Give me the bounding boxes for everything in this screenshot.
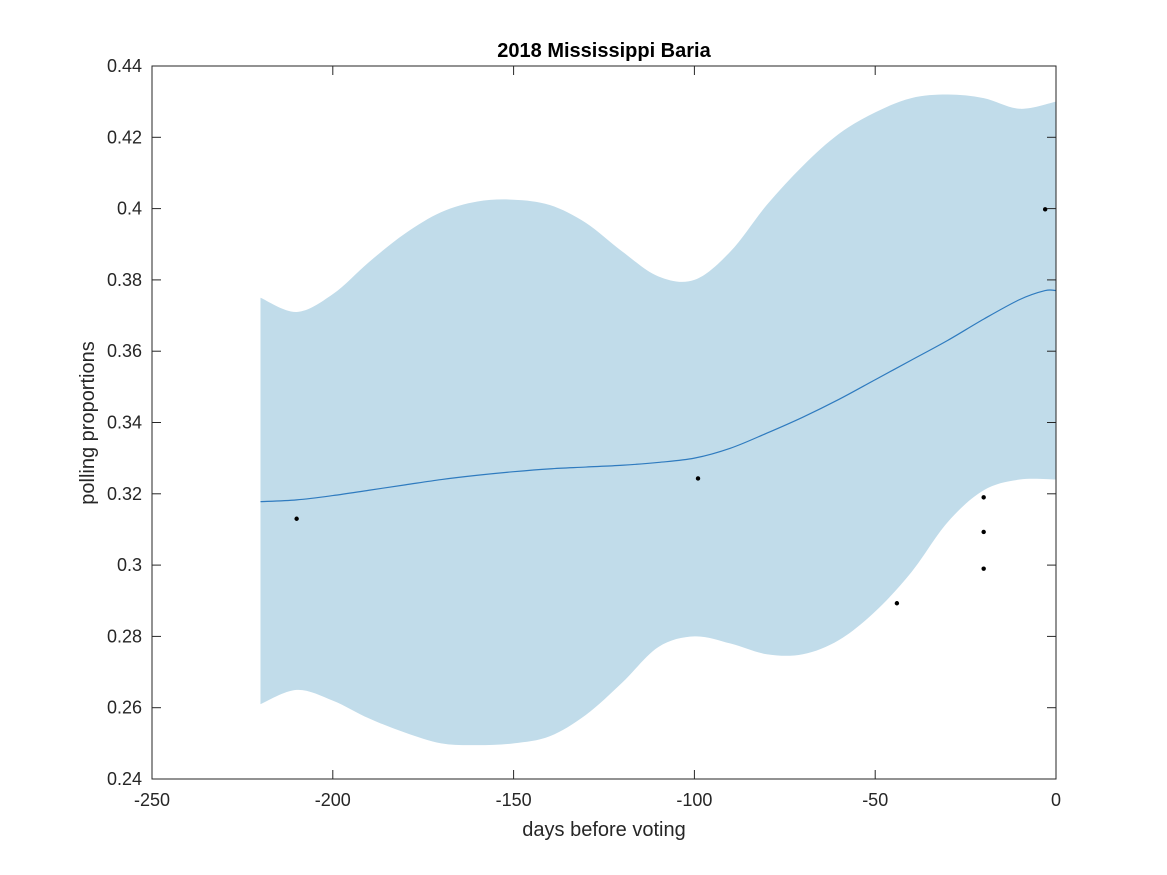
x-axis-title: days before voting xyxy=(522,819,685,841)
poll-point xyxy=(981,495,986,500)
y-tick-label: 0.3 xyxy=(117,555,142,575)
x-tick-label: 0 xyxy=(1051,790,1061,810)
y-tick-label: 0.28 xyxy=(107,626,142,646)
confidence-band xyxy=(260,94,1057,746)
y-tick-label: 0.36 xyxy=(107,341,142,361)
y-tick-label: 0.38 xyxy=(107,270,142,290)
y-tick-label: 0.32 xyxy=(107,484,142,504)
y-tick-label: 0.24 xyxy=(107,769,142,789)
poll-point xyxy=(1042,207,1048,212)
x-tick-label: -50 xyxy=(862,790,888,810)
y-tick-label: 0.44 xyxy=(107,56,142,76)
y-axis-title: polling proportions xyxy=(77,341,99,504)
plot-area xyxy=(260,94,1057,746)
axes: -250 -200 -150 -100 -50 0 0.24 0.26 0.28 0.3 0.32 0… xyxy=(107,56,1061,810)
y-tick-label: 0.4 xyxy=(117,199,142,219)
chart-title: 2018 Mississippi Baria xyxy=(497,40,711,62)
y-tick-label: 0.34 xyxy=(107,413,142,433)
poll-point xyxy=(294,516,299,521)
x-tick-label: -150 xyxy=(496,790,532,810)
trend-line xyxy=(260,289,1057,503)
y-tick-label: 0.26 xyxy=(107,698,142,718)
poll-point xyxy=(695,476,701,481)
x-tick-label: -200 xyxy=(315,790,351,810)
x-tick-label: -100 xyxy=(676,790,712,810)
poll-point xyxy=(894,601,900,606)
poll-point xyxy=(981,566,986,571)
y-tick-label: 0.42 xyxy=(107,127,142,147)
x-tick-label: -250 xyxy=(134,790,170,810)
poll-point xyxy=(981,529,986,535)
